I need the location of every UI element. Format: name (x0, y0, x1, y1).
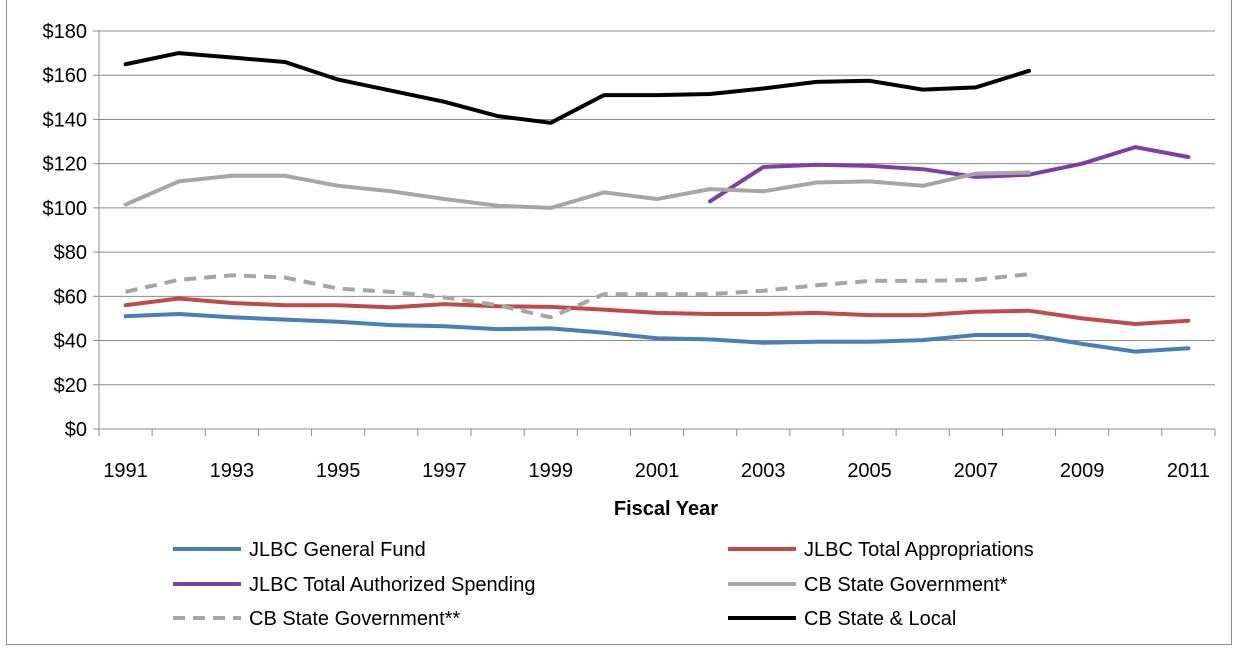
x-tick-label-1999: 1999 (528, 460, 573, 482)
legend-label-5: CB State & Local (804, 608, 956, 630)
y-tick-label-20: $20 (54, 375, 87, 397)
series-line-5 (123, 51, 1031, 125)
y-tick-label-140: $140 (43, 109, 88, 131)
x-tick-label-1991: 1991 (103, 460, 148, 482)
series-line-1 (123, 296, 1191, 326)
legend-label-1: JLBC Total Appropriations (804, 539, 1034, 561)
x-tick-label-2003: 2003 (741, 460, 786, 482)
x-tick-label-2009: 2009 (1060, 460, 1105, 482)
y-tick-label-120: $120 (43, 154, 88, 176)
series-line-4 (125, 272, 1030, 320)
x-tick-label-1993: 1993 (210, 460, 255, 482)
x-axis-title: Fiscal Year (614, 498, 718, 520)
x-tick-label-2011: 2011 (1167, 460, 1210, 482)
y-tick-label-80: $80 (54, 242, 87, 264)
y-tick-label-40: $40 (54, 331, 87, 353)
x-tick-label-2005: 2005 (847, 460, 892, 482)
legend-label-2: JLBC Total Authorized Spending (249, 574, 536, 596)
y-tick-label-160: $160 (43, 65, 88, 87)
y-tick-label-100: $100 (43, 198, 88, 220)
x-tick-label-2007: 2007 (954, 460, 999, 482)
y-tick-label-60: $60 (54, 286, 87, 308)
series-line-0 (123, 312, 1191, 354)
series-line-2 (708, 145, 1191, 204)
y-tick-label-0: $0 (65, 419, 87, 441)
series-line-3 (123, 170, 1031, 210)
legend-label-0: JLBC General Fund (249, 539, 426, 561)
x-tick-label-1997: 1997 (422, 460, 467, 482)
legend-label-3: CB State Government* (804, 574, 1008, 596)
y-tick-label-180: $180 (43, 21, 88, 43)
x-tick-label-2001: 2001 (635, 460, 680, 482)
legend-label-4: CB State Government** (249, 608, 460, 630)
chart-frame (6, 0, 1232, 645)
x-tick-label-1995: 1995 (316, 460, 361, 482)
